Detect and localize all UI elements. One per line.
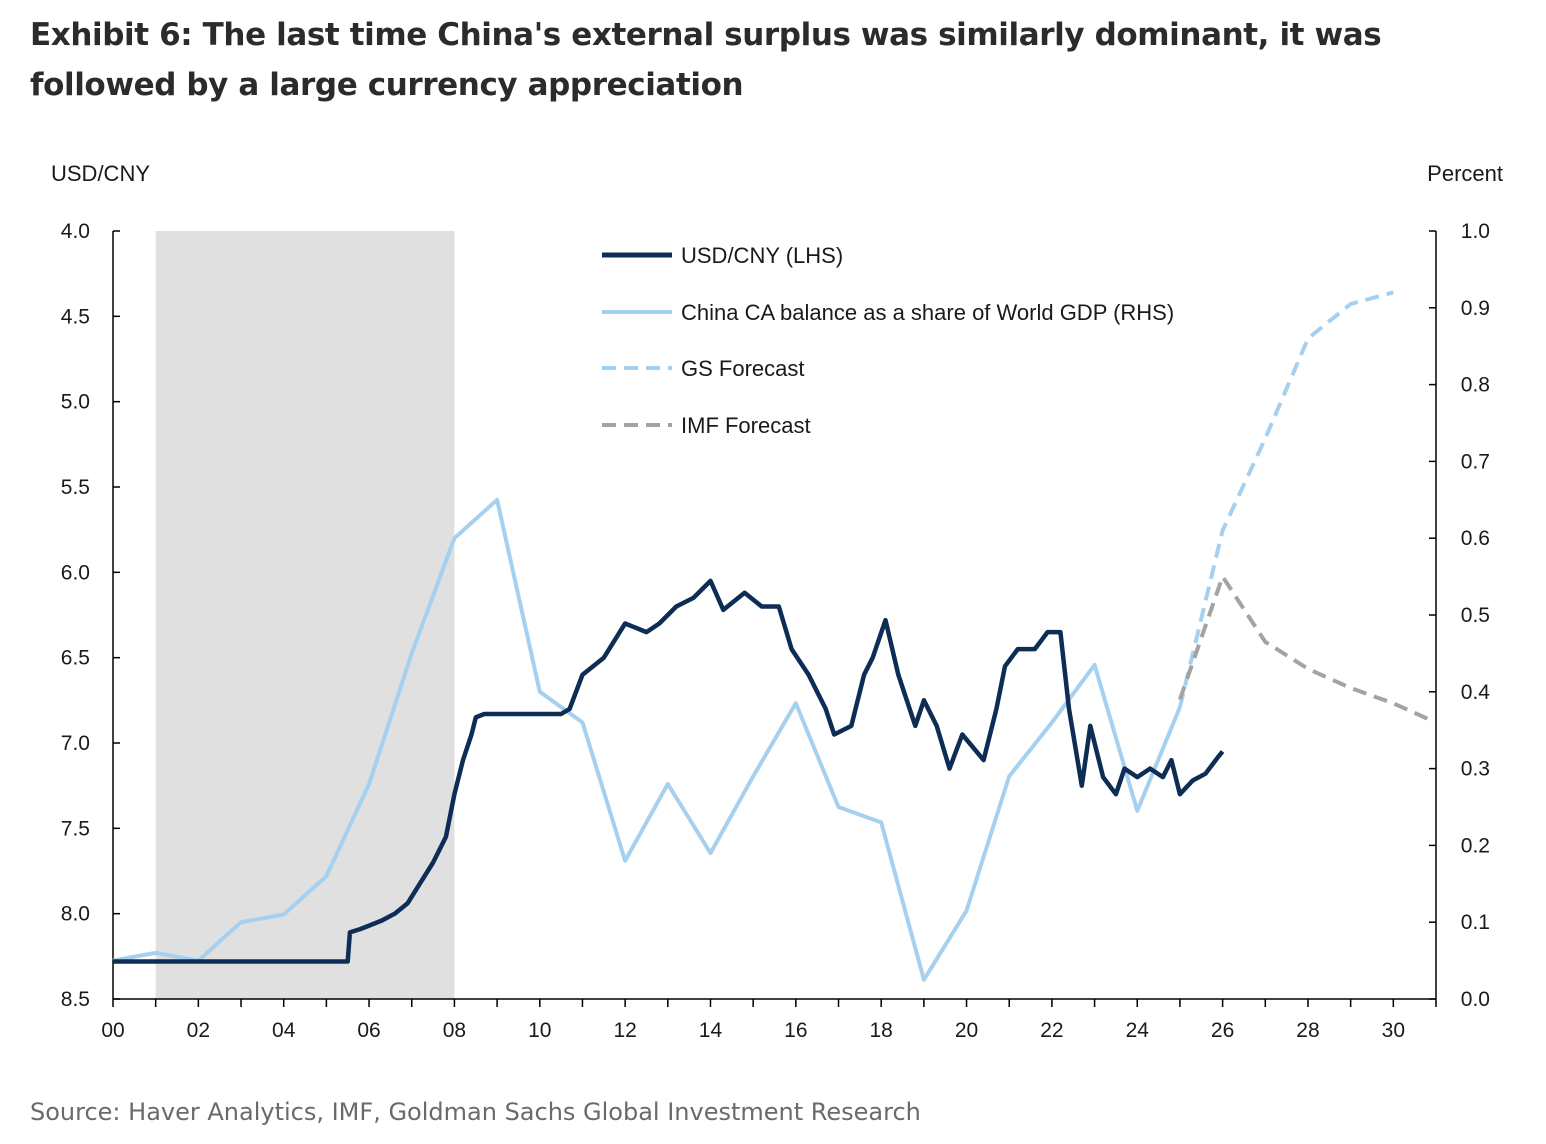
right-axis-tick-label: 0.4: [1461, 681, 1491, 704]
x-axis-tick-label: 22: [1040, 1019, 1063, 1042]
right-axis-tick-label: 0.2: [1461, 834, 1490, 857]
x-axis-tick-label: 18: [870, 1019, 893, 1042]
left-axis-tick-label: 6.0: [61, 561, 90, 584]
series-usdcny-line: [113, 578, 1225, 964]
series-imf-forecast-line: [1178, 574, 1429, 721]
x-axis-tick-label: 04: [272, 1019, 296, 1042]
left-axis-tick-label: 7.5: [61, 817, 90, 840]
left-axis-tick-label: 8.5: [61, 988, 90, 1011]
right-axis-unit: Percent: [1427, 161, 1503, 186]
x-axis-tick-label: 10: [528, 1019, 551, 1042]
series-ca-balance-line: [112, 497, 1182, 982]
x-axis-tick-label: 06: [357, 1019, 380, 1042]
right-axis-tick-label: 0.5: [1461, 604, 1490, 627]
x-axis-tick-label: 20: [955, 1019, 978, 1042]
x-axis-tick-label: 16: [784, 1019, 807, 1042]
forecast-shade-period: [155, 231, 455, 999]
right-axis-tick-label: 0.6: [1461, 527, 1490, 550]
x-axis-tick-label: 14: [699, 1019, 723, 1042]
right-axis-tick-label: 0.1: [1461, 911, 1490, 934]
x-axis-tick-label: 28: [1296, 1019, 1319, 1042]
right-axis-tick-label: 0.3: [1461, 758, 1490, 781]
left-axis-tick-label: 4.0: [61, 220, 90, 243]
left-axis-tick-label: 5.0: [61, 391, 90, 414]
left-axis-tick-label: 7.0: [61, 732, 90, 755]
series-gs-forecast-line: [1177, 290, 1394, 708]
legend-label-gs-forecast: GS Forecast: [681, 356, 804, 381]
legend: USD/CNY (LHS) China CA balance as a shar…: [602, 243, 1174, 438]
left-axis-unit: USD/CNY: [51, 161, 150, 186]
right-axis-tick-label: 1.0: [1461, 220, 1490, 243]
x-axis-tick-label: 02: [187, 1019, 210, 1042]
chart-title: Exhibit 6: The last time China's externa…: [30, 17, 1382, 103]
legend-label-usdcny: USD/CNY (LHS): [681, 243, 843, 268]
x-axis: 00 02 04 06 08 10 12 14 16 18 20 22 24 26 28 30: [101, 998, 1437, 1042]
right-axis-tick-label: 0.8: [1461, 374, 1490, 397]
legend-label-imf-forecast: IMF Forecast: [681, 413, 811, 438]
left-axis-tick-label: 5.5: [61, 476, 90, 499]
left-axis-tick-label: 8.0: [61, 903, 90, 926]
left-axis-tick-label: 4.5: [61, 305, 90, 328]
x-axis-tick-label: 00: [101, 1019, 124, 1042]
right-axis: 1.0 0.9 0.8 0.7 0.6 0.5 0.4 0.3 0.2 0.1 0.0 Percen…: [1427, 161, 1503, 1011]
right-axis-tick-label: 0.9: [1461, 297, 1490, 320]
right-axis-tick-label: 0.7: [1461, 450, 1490, 473]
right-axis-tick-label: 0.0: [1461, 988, 1490, 1011]
x-axis-tick-label: 26: [1211, 1019, 1234, 1042]
source-note: Source: Haver Analytics, IMF, Goldman Sa…: [30, 1098, 921, 1126]
x-axis-tick-label: 08: [443, 1019, 466, 1042]
x-axis-tick-label: 24: [1126, 1019, 1150, 1042]
legend-label-ca-balance: China CA balance as a share of World GDP…: [681, 300, 1174, 325]
left-axis-tick-label: 6.5: [61, 647, 90, 670]
series-layer: [112, 290, 1429, 982]
x-axis-tick-label: 12: [613, 1019, 636, 1042]
left-axis: 4.0 4.5 5.0 5.5 6.0 6.5 7.0 7.5 8.0 8.5 USD/CNY: [51, 161, 150, 1011]
x-axis-tick-label: 30: [1382, 1019, 1405, 1042]
